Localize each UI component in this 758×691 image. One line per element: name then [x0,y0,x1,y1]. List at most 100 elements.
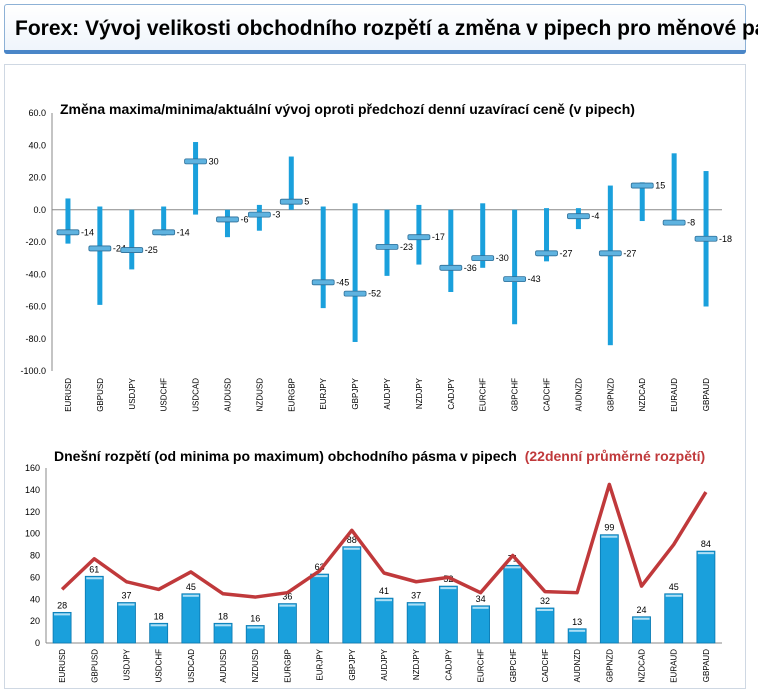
bar-value-label: 99 [604,523,614,533]
range-bar [97,206,103,305]
bar-highlight [536,609,553,611]
y-tick-label: 60 [30,572,40,582]
bar-highlight [504,566,521,569]
bar-highlight [215,624,232,627]
current-value-label: -30 [496,253,509,263]
bar-chart-title-main: Dnešní rozpětí (od minima po maximum) ob… [54,448,517,464]
range-bar [256,204,262,231]
x-tick-label: GBPAUD [702,378,711,411]
y-tick-label: 0.0 [33,205,46,215]
range-bar [245,625,265,644]
range-bar [224,209,230,238]
x-tick-label: EURAUD [670,378,679,412]
range-bar [480,203,486,268]
bar-value-label: 16 [250,614,260,624]
range-bar [599,534,619,644]
x-tick-label: NZDJPY [415,377,424,409]
current-value-label: -23 [400,242,413,252]
x-tick-label: GBPCHF [511,378,520,411]
x-tick-label: EURAUD [670,649,679,683]
current-value-label: -8 [687,218,695,228]
x-tick-label: USDCHF [155,649,164,682]
x-tick-label: NZDJPY [412,648,421,680]
range-bar [567,628,587,644]
current-marker [247,211,271,218]
bar-highlight [472,606,489,609]
average-range-line [60,482,708,599]
bar-value-label: 18 [218,611,228,621]
bar-value-label: 84 [701,539,711,549]
page-title: Forex: Vývoj velikosti obchodního rozpět… [15,17,758,40]
bar-highlight [569,629,586,632]
range-bar [161,206,167,236]
x-tick-label: GBPAUD [702,649,711,682]
current-value-label: 15 [655,181,665,191]
bar-highlight [665,594,682,597]
x-tick-label: USDCAD [187,649,196,683]
y-tick-label: -20.0 [25,237,46,247]
x-tick-label: USDJPY [128,377,137,409]
y-tick-label: -40.0 [25,269,46,279]
range-bar [639,182,645,222]
current-marker [662,219,686,226]
current-value-label: -36 [464,263,477,273]
y-tick-label: 20.0 [28,173,46,183]
current-marker [694,235,718,242]
bar-highlight [311,575,328,578]
x-tick-label: EURUSD [64,378,73,412]
x-tick-label: CADCHF [543,378,552,411]
range-bar [374,597,394,644]
bar-value-label: 41 [379,586,389,596]
range-bar [406,602,426,644]
y-tick-label: -60.0 [25,302,46,312]
bar-highlight [601,535,618,538]
current-marker [375,243,399,250]
current-value-label: -24 [113,243,126,253]
bar-value-label: 37 [121,591,131,601]
current-value-label: -45 [336,277,349,287]
bar-value-label: 18 [154,611,164,621]
x-tick-label: GBPUSD [90,649,99,683]
bar-highlight [697,552,714,555]
current-value-label: -18 [719,234,732,244]
x-tick-label: USDCAD [192,378,201,412]
range-bar [213,622,233,644]
range-bar [288,156,294,210]
y-tick-label: 80 [30,551,40,561]
bar-value-label: 63 [315,562,325,572]
current-value-label: -14 [81,227,94,237]
range-bar [65,198,71,244]
range-bar [52,611,72,644]
y-tick-label: 40.0 [28,140,46,150]
x-tick-label: NZDUSD [255,378,264,412]
current-value-label: -3 [272,210,280,220]
range-bar [181,593,201,644]
x-tick-label: EURGBP [287,378,296,412]
x-tick-label: AUDJPY [383,377,392,409]
bar-chart-title: Dnešní rozpětí (od minima po maximum) ob… [54,448,705,464]
current-value-label: -4 [591,211,599,221]
x-tick-label: USDJPY [122,648,131,680]
range-bar [438,585,458,644]
bar-value-label: 13 [572,617,582,627]
current-marker [439,264,463,271]
current-marker [503,276,527,282]
bar-value-label: 37 [411,591,421,601]
range-bar [632,616,651,644]
x-tick-label: EURJPY [319,377,328,409]
bar-value-label: 36 [282,592,292,602]
x-tick-label: NZDUSD [251,649,260,683]
current-marker [471,255,495,262]
x-tick-label: CADJPY [447,377,456,409]
x-tick-label: NZDCAD [638,378,647,412]
range-bar [512,209,518,325]
current-marker [567,213,590,220]
x-tick-label: CADCHF [541,649,550,682]
range-bar [84,575,104,644]
range-bar [607,185,613,346]
current-marker [152,229,176,236]
range-bar [384,209,390,276]
bar-highlight [343,547,360,550]
bar-value-label: 32 [540,596,550,606]
bar-line-chart: Dnešní rozpětí (od minima po maximum) ob… [25,448,722,683]
